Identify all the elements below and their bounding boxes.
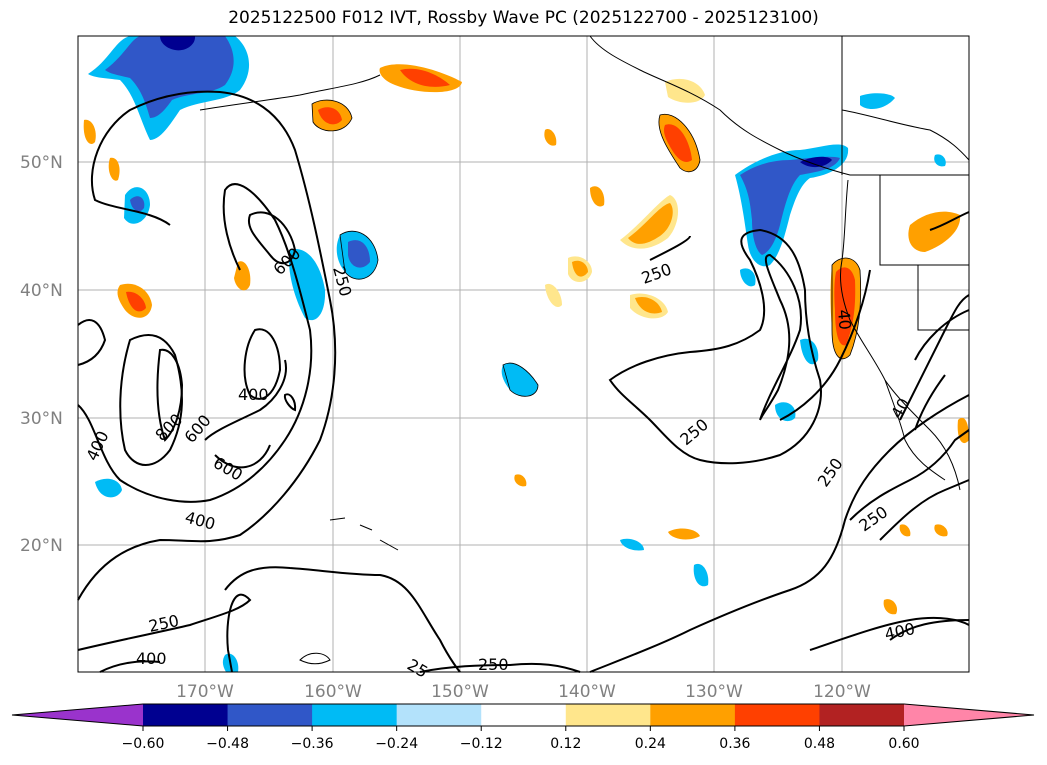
- figure-title: 2025122500 F012 IVT, Rossby Wave PC (202…: [228, 8, 819, 28]
- colorbar-segment: [565, 704, 651, 726]
- colorbar-tick-label: −0.36: [291, 736, 334, 752]
- colorbar-segment: [650, 704, 736, 726]
- colorbar-segment: [481, 704, 567, 726]
- colorbar-segment: [396, 704, 482, 726]
- colorbar-tick-label: −0.48: [206, 736, 249, 752]
- shading-outlines: [311, 99, 862, 397]
- colorbar-extend-min: [12, 704, 143, 726]
- lat-label: 20°N: [20, 536, 63, 556]
- contour-label: 40: [834, 309, 855, 331]
- lon-label: 120°W: [813, 682, 871, 702]
- colorbar-segment: [819, 704, 905, 726]
- ivt-contours: [77, 90, 970, 673]
- colorbar-segment: [227, 704, 313, 726]
- anomaly-neg-center: [501, 363, 538, 397]
- lat-label: 30°N: [20, 409, 63, 429]
- colorbar-tick-label: 0.12: [550, 736, 581, 752]
- lon-labels: 170°W 160°W 150°W 140°W 130°W 120°W: [176, 682, 871, 702]
- colorbar-segment: [143, 704, 229, 726]
- colorbar-tick-label: −0.12: [460, 736, 503, 752]
- lon-label: 150°W: [431, 682, 489, 702]
- contour-label: 250: [478, 655, 509, 674]
- contour-label: 400: [136, 649, 167, 668]
- colorbar-tick-label: 0.48: [804, 736, 835, 752]
- lat-label: 50°N: [20, 153, 63, 173]
- colorbar-tick-label: −0.24: [375, 736, 418, 752]
- colorbar-segment: [312, 704, 398, 726]
- contour-label: 400: [238, 385, 269, 404]
- lat-label: 40°N: [20, 281, 63, 301]
- lon-label: 170°W: [176, 682, 234, 702]
- colorbar: −0.60 −0.48 −0.36 −0.24 −0.12 0.12 0.24 0.36 0.4…: [11, 703, 1035, 752]
- map-frame: [77, 35, 970, 673]
- coastlines: [199, 35, 970, 665]
- lon-label: 130°W: [685, 682, 743, 702]
- colorbar-tick-label: 0.60: [888, 736, 919, 752]
- map-area: [78, 36, 969, 672]
- colorbar-segment: [734, 704, 820, 726]
- colorbar-tick-label: 0.36: [719, 736, 750, 752]
- colorbar-extend-max: [904, 704, 1034, 726]
- anomaly-pos-1: [83, 119, 96, 144]
- lon-label: 140°W: [558, 682, 616, 702]
- lon-label: 160°W: [304, 682, 362, 702]
- lat-labels: 50°N 40°N 30°N 20°N: [20, 153, 63, 556]
- colorbar-tick-label: 0.24: [635, 736, 666, 752]
- colorbar-tick-label: −0.60: [122, 736, 165, 752]
